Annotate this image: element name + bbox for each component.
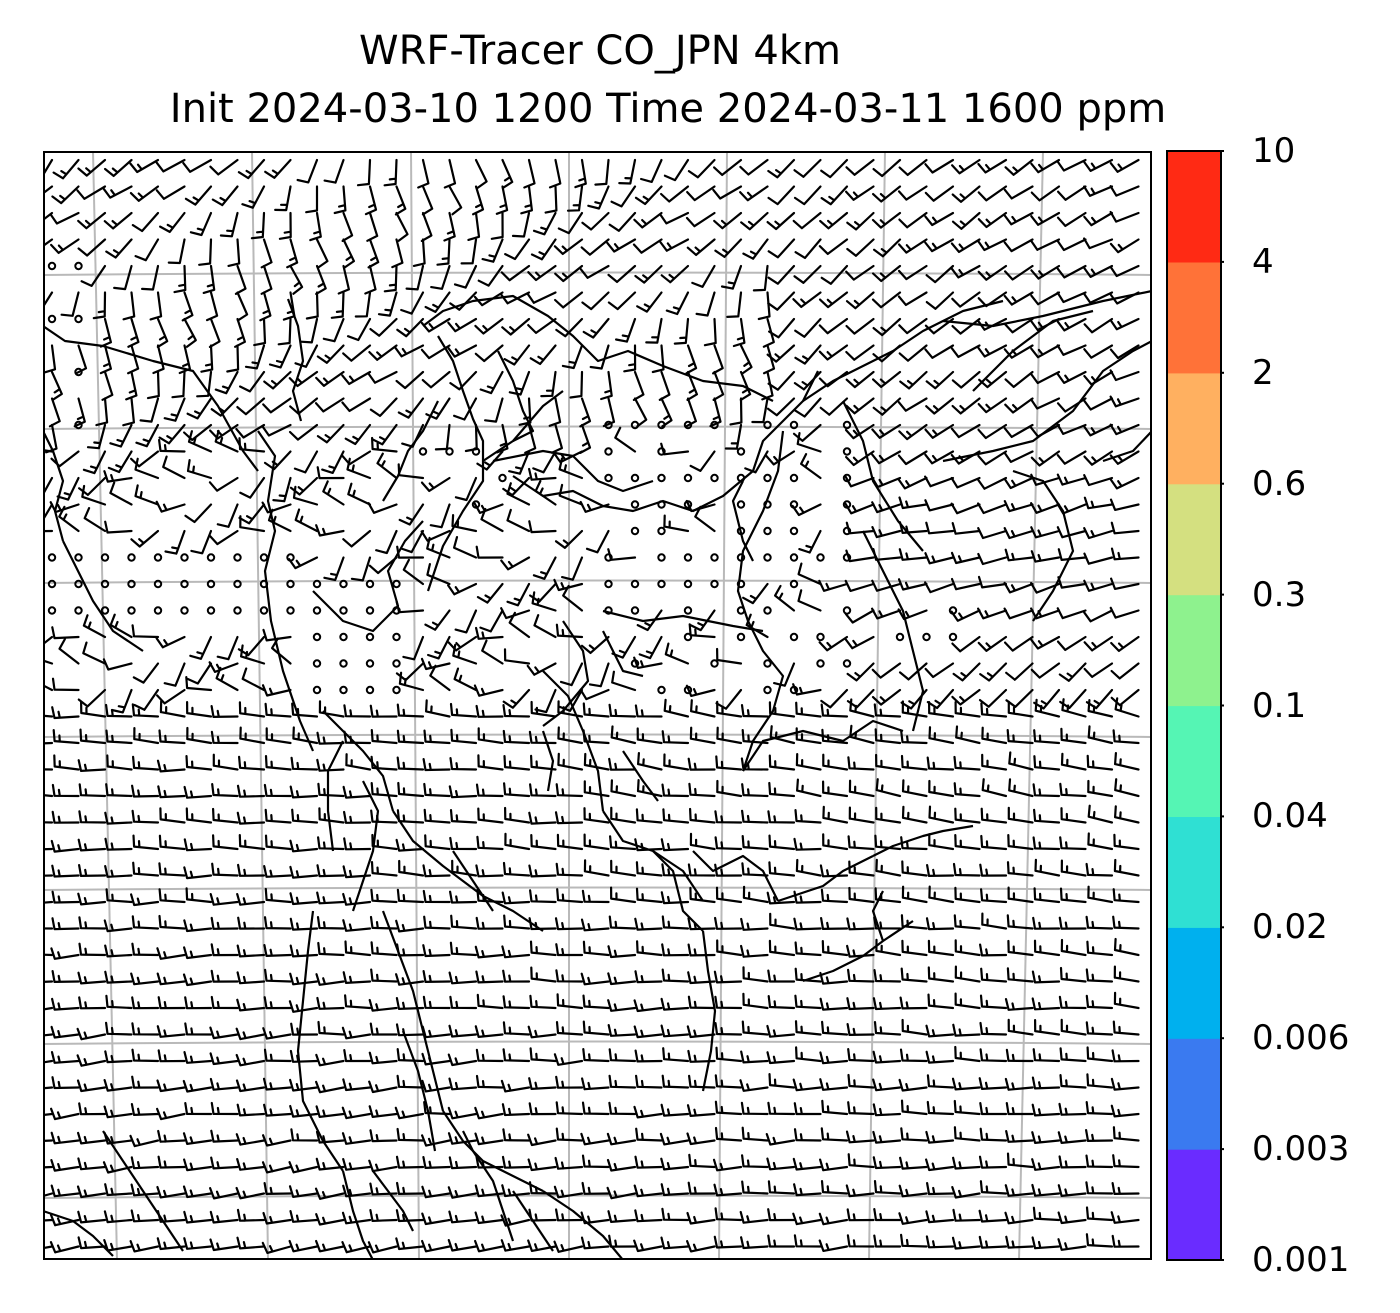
colorbar-tick-label: 2 bbox=[1252, 352, 1274, 393]
colorbar-tick-label: 4 bbox=[1252, 241, 1274, 282]
colorbar-bin bbox=[1167, 1038, 1221, 1150]
colorbar-bin bbox=[1167, 483, 1221, 596]
colorbar-tick-label: 0.6 bbox=[1252, 463, 1307, 504]
colorbar-bin bbox=[1167, 151, 1221, 263]
chart-title-line-1: WRF-Tracer CO_JPN 4km bbox=[359, 28, 841, 74]
chart-title-line-2: Init 2024-03-10 1200 Time 2024-03-11 160… bbox=[169, 86, 1167, 132]
colorbar-bin bbox=[1167, 594, 1221, 707]
colorbar-bin bbox=[1167, 927, 1221, 1039]
colorbar-tick-label: 0.003 bbox=[1252, 1129, 1350, 1170]
colorbar-tick-label: 10 bbox=[1252, 131, 1296, 171]
map-frame bbox=[43, 151, 1152, 1260]
colorbar-bin bbox=[1167, 372, 1221, 485]
colorbar-tick-label: 0.1 bbox=[1252, 685, 1307, 726]
colorbar-tick-label: 0.04 bbox=[1252, 796, 1328, 837]
wind-barb-map bbox=[43, 151, 1152, 1260]
wind-barbs bbox=[43, 158, 1140, 1254]
colorbar bbox=[1166, 150, 1224, 1261]
colorbar-bin bbox=[1167, 705, 1221, 817]
colorbar-bin bbox=[1167, 816, 1221, 928]
colorbar-tick-label: 0.006 bbox=[1252, 1018, 1350, 1059]
colorbar-bin bbox=[1167, 261, 1221, 374]
colorbar-bin bbox=[1167, 1149, 1221, 1261]
colorbar-tick-label: 0.3 bbox=[1252, 574, 1307, 615]
colorbar-tick-label: 0.02 bbox=[1252, 907, 1328, 948]
colorbar-tick-label: 0.001 bbox=[1252, 1240, 1350, 1280]
